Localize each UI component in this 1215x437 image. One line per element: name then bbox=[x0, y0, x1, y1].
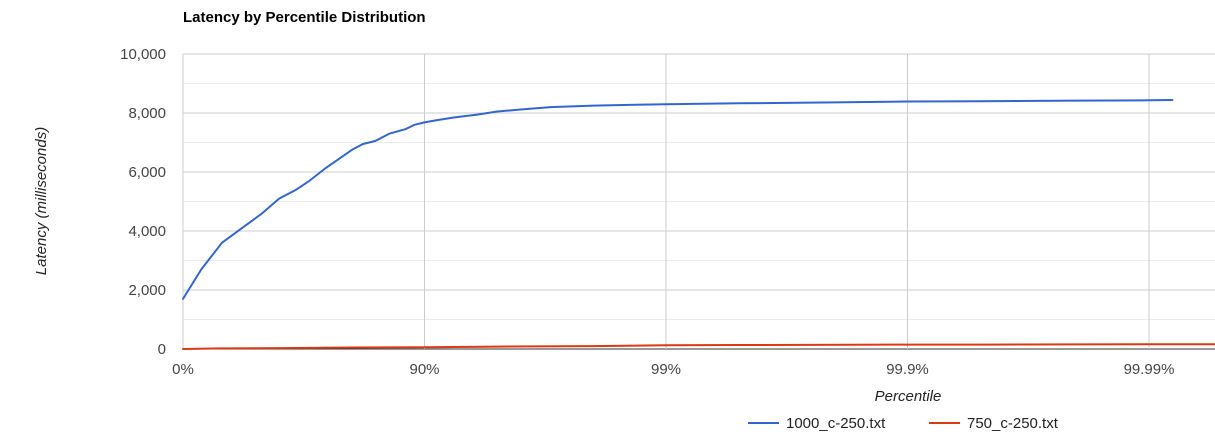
y-tick-label: 0 bbox=[158, 341, 166, 358]
y-axis-title: Latency (milliseconds) bbox=[33, 127, 50, 275]
x-tick-label: 99% bbox=[651, 361, 681, 378]
x-tick-label: 99.9% bbox=[886, 361, 929, 378]
series-line-1[interactable] bbox=[182, 99, 1174, 300]
chart-title: Latency by Percentile Distribution bbox=[183, 9, 426, 26]
y-tick-label: 10,000 bbox=[120, 46, 166, 63]
y-axis-ticks: 0 2,000 4,000 6,000 8,000 10,000 bbox=[120, 46, 166, 358]
y-tick-label: 8,000 bbox=[128, 105, 166, 122]
y-tick-label: 2,000 bbox=[128, 282, 166, 299]
x-axis-title: Percentile bbox=[875, 388, 942, 405]
legend-item-2[interactable]: 750_c-250.txt bbox=[929, 415, 1059, 432]
x-tick-label: 0% bbox=[172, 361, 194, 378]
series-line-2[interactable] bbox=[182, 343, 1215, 350]
gridlines bbox=[182, 53, 1215, 350]
y-tick-label: 6,000 bbox=[128, 164, 166, 181]
legend-label: 750_c-250.txt bbox=[967, 415, 1059, 432]
legend[interactable]: 1000_c-250.txt 750_c-250.txt bbox=[748, 415, 1059, 432]
x-tick-label: 90% bbox=[409, 361, 439, 378]
legend-label: 1000_c-250.txt bbox=[786, 415, 886, 432]
x-axis-ticks: 0% 90% 99% 99.9% 99.99% bbox=[172, 361, 1174, 378]
x-tick-label: 99.99% bbox=[1124, 361, 1175, 378]
y-tick-label: 4,000 bbox=[128, 223, 166, 240]
legend-item-1[interactable]: 1000_c-250.txt bbox=[748, 415, 886, 432]
series-layer bbox=[182, 99, 1215, 350]
minor-gridlines bbox=[183, 83, 1215, 320]
